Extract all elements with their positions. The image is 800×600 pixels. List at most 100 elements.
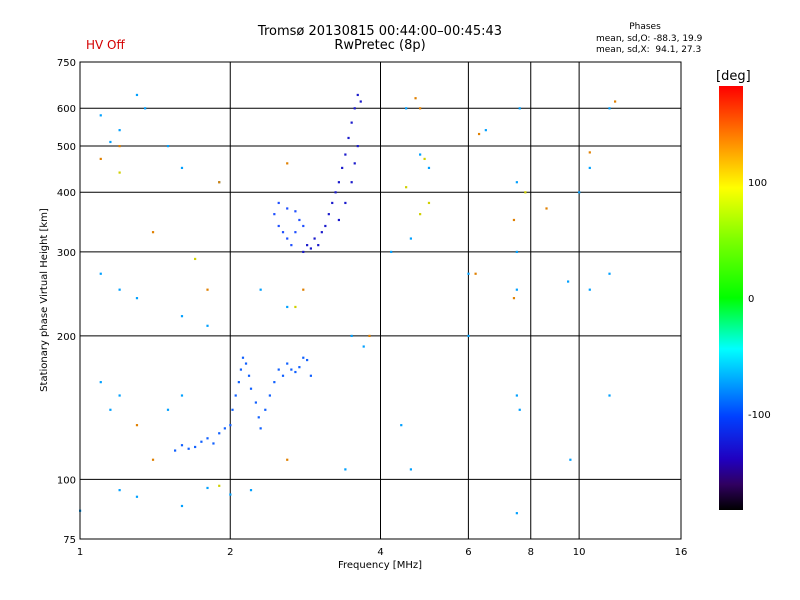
data-point — [337, 218, 341, 222]
data-point — [118, 288, 121, 291]
data-point — [187, 447, 190, 450]
y-tick-label: 750 — [57, 58, 76, 69]
data-point — [309, 374, 312, 377]
data-point — [427, 166, 431, 170]
data-point — [229, 424, 232, 427]
data-point — [118, 129, 121, 132]
data-point — [286, 207, 289, 210]
data-point — [405, 107, 408, 110]
data-point — [286, 305, 289, 309]
data-point — [99, 157, 102, 161]
data-point — [353, 162, 356, 165]
data-point — [244, 362, 248, 365]
data-point — [180, 394, 184, 397]
data-point — [118, 489, 121, 492]
y-tick-label: 400 — [57, 188, 76, 199]
phase-o-stats: mean, sd,O: -88.3, 19.9 — [596, 34, 703, 44]
data-point — [334, 191, 337, 194]
data-point — [277, 201, 280, 205]
data-point — [344, 201, 347, 205]
data-point — [109, 408, 112, 411]
data-point — [286, 458, 289, 461]
y-axis-label: Stationary phase Virtual Height [km] — [39, 208, 50, 392]
data-point — [515, 250, 518, 254]
data-point — [477, 132, 481, 136]
data-point — [290, 368, 293, 371]
data-point — [515, 181, 518, 184]
data-point — [515, 394, 518, 397]
plot-frame — [79, 61, 682, 540]
data-point — [400, 424, 403, 427]
data-point — [257, 416, 260, 419]
data-point — [302, 224, 305, 228]
data-point — [259, 288, 262, 291]
data-point — [237, 381, 240, 384]
x-axis-label: Frequency [MHz] — [338, 560, 422, 571]
data-point — [194, 445, 197, 449]
x-tick-label: 1 — [77, 547, 83, 558]
data-point — [298, 218, 301, 222]
data-point — [218, 181, 221, 184]
data-point — [135, 495, 139, 498]
data-point — [151, 458, 155, 461]
data-point — [344, 468, 347, 471]
data-point — [368, 334, 371, 338]
data-point — [356, 93, 359, 97]
chart-subtitle: RwPretec (8p) — [334, 38, 426, 53]
data-point — [331, 201, 334, 205]
data-point — [302, 250, 305, 254]
data-point — [467, 272, 470, 275]
colorbar-label: [deg] — [716, 69, 751, 84]
data-point — [390, 250, 393, 254]
data-point — [294, 305, 297, 309]
chart-title: Tromsø 20130815 00:44:00–00:45:43 — [257, 24, 503, 39]
data-point — [249, 387, 253, 390]
data-point — [231, 408, 234, 411]
data-point — [347, 136, 350, 140]
data-point — [327, 213, 330, 216]
data-point — [341, 166, 344, 170]
data-point — [109, 140, 112, 144]
data-point — [512, 297, 516, 300]
data-point — [515, 288, 518, 291]
x-tick-label: 8 — [528, 547, 534, 558]
data-point — [484, 129, 487, 132]
data-point — [247, 374, 251, 377]
data-point — [337, 181, 341, 184]
data-point — [306, 244, 309, 247]
x-tick-label: 10 — [573, 547, 586, 558]
data-point — [569, 458, 572, 461]
y-tick-label: 600 — [57, 104, 76, 115]
data-point — [405, 186, 408, 189]
data-point — [545, 207, 548, 210]
x-tick-label: 2 — [227, 547, 233, 558]
phase-x-stats: mean, sd,X: 94.1, 27.3 — [596, 45, 702, 55]
data-point — [223, 427, 226, 430]
data-point — [135, 297, 139, 300]
data-point — [135, 424, 139, 427]
data-point — [290, 244, 293, 247]
data-point — [286, 362, 289, 365]
data-point — [350, 121, 353, 124]
data-point — [350, 334, 353, 338]
data-point — [194, 257, 197, 261]
data-point — [467, 334, 470, 338]
data-point — [229, 493, 232, 496]
data-point — [567, 280, 570, 283]
data-point — [409, 468, 412, 471]
phases-heading: Phases — [629, 22, 661, 32]
data-point — [254, 401, 257, 404]
data-point — [419, 153, 422, 156]
data-point — [273, 213, 276, 216]
y-tick-label: 200 — [57, 332, 76, 343]
data-point — [206, 486, 209, 490]
data-point — [353, 107, 356, 110]
data-point — [206, 324, 209, 327]
data-point — [324, 224, 327, 228]
data-point — [277, 368, 280, 371]
data-point — [302, 288, 305, 291]
data-point — [259, 427, 262, 430]
data-point — [309, 247, 312, 250]
colorbar-tick: -100 — [748, 410, 771, 421]
